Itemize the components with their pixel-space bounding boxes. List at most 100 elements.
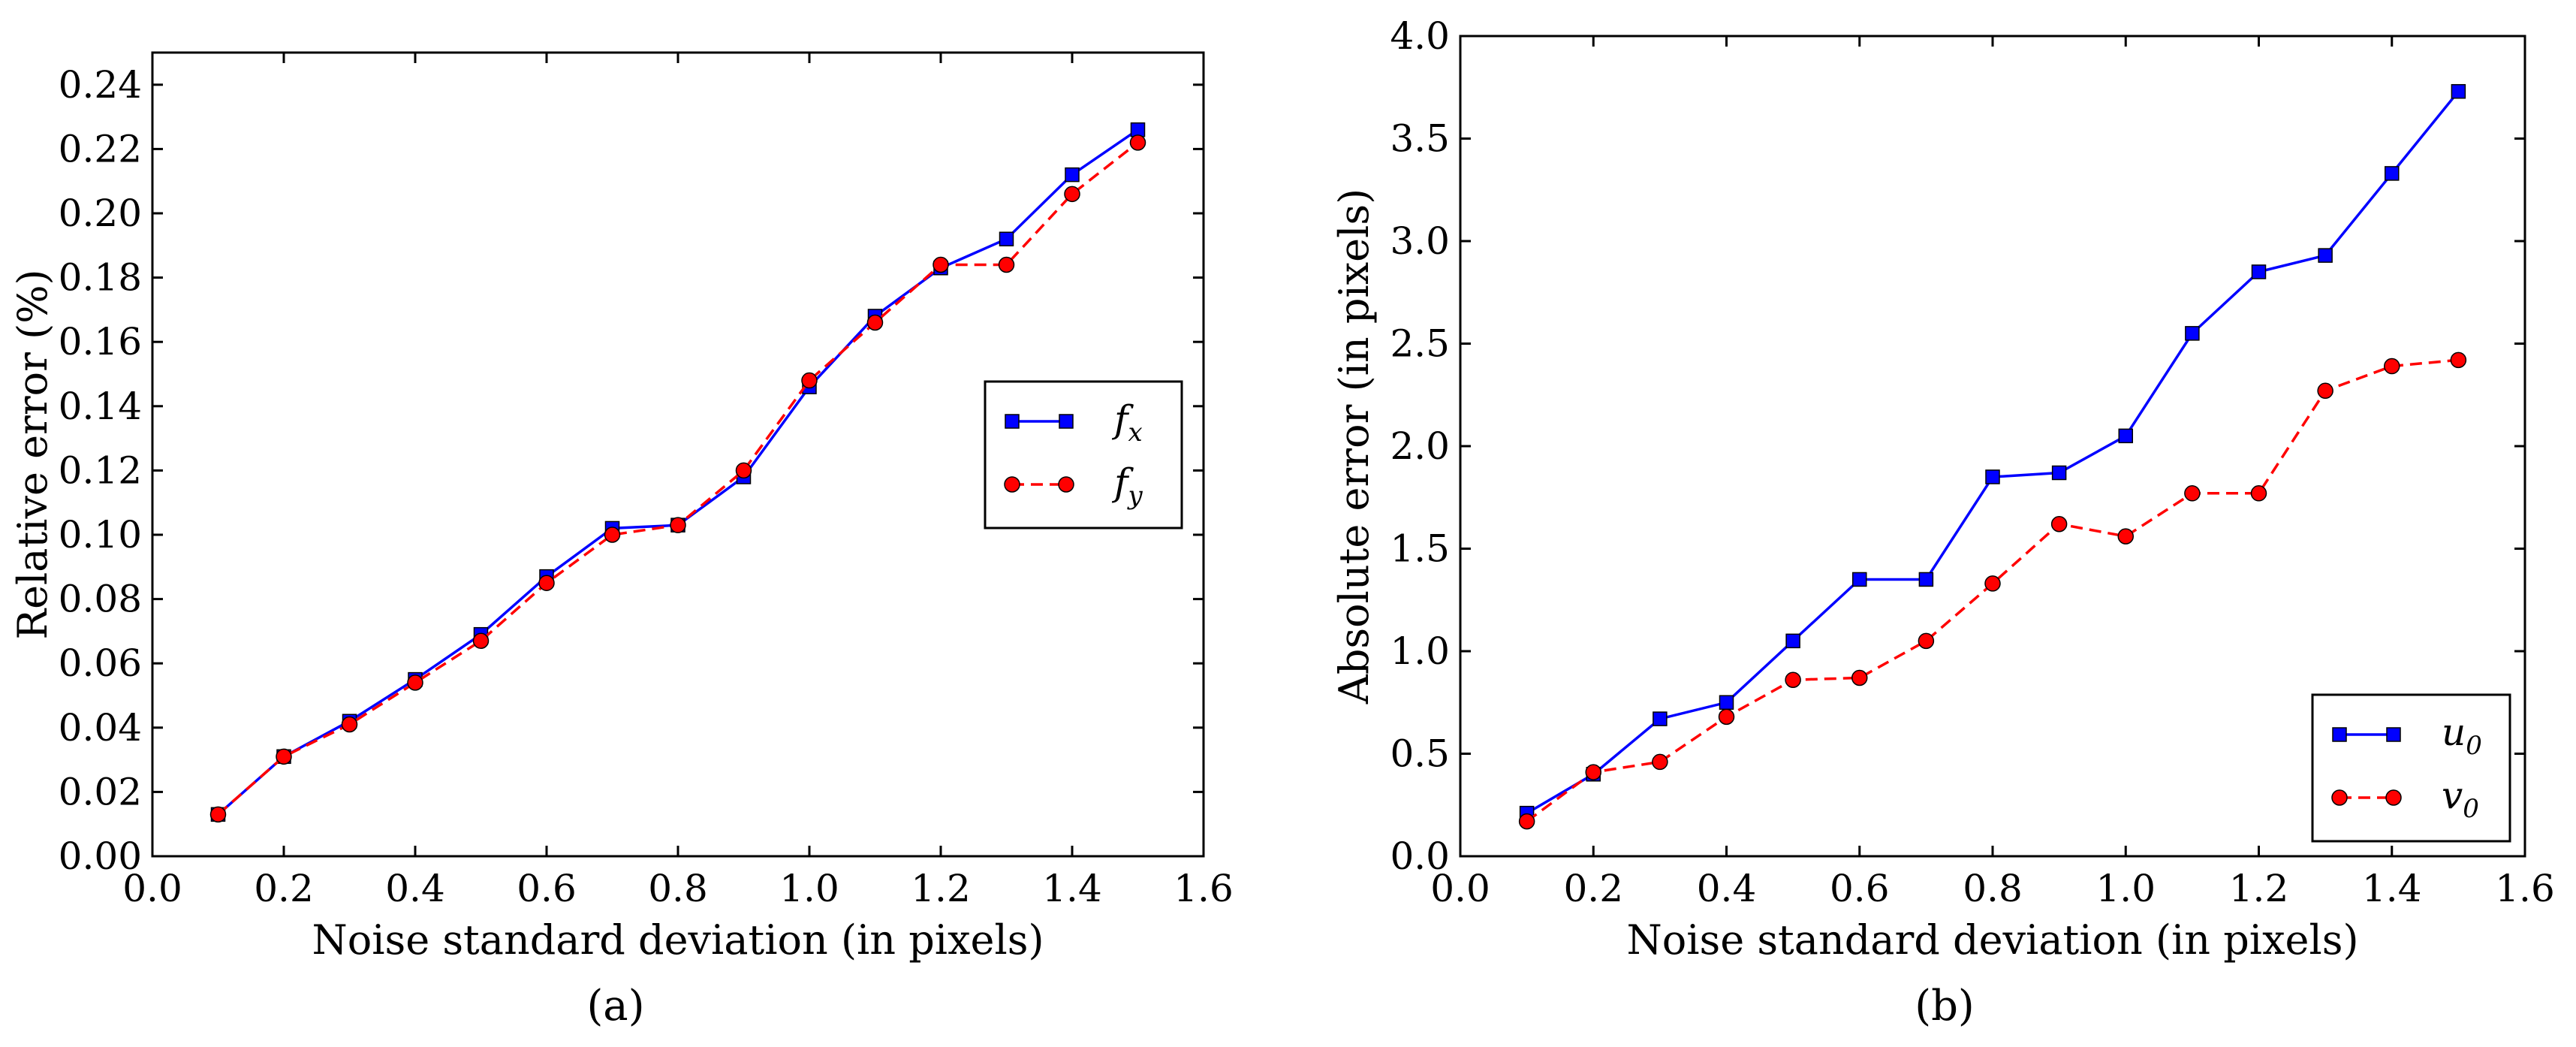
chart-a-series-f_y bbox=[209, 134, 1146, 823]
chart-a-x-tick-label: 0.6 bbox=[517, 867, 577, 910]
chart-a-y-tick-label: 0.22 bbox=[59, 127, 142, 170]
chart-b-legend-label-subscript: 0 bbox=[2466, 731, 2482, 761]
chart-b-x-tick-label: 1.6 bbox=[2495, 867, 2555, 910]
chart-b-point-v_0 bbox=[1984, 575, 2001, 592]
chart-b-x-axis-label: Noise standard deviation (in pixels) bbox=[1626, 916, 2358, 964]
chart-b-point-v_0 bbox=[2384, 358, 2400, 375]
chart-b-point-v_0 bbox=[1518, 813, 1535, 830]
chart-b-y-tick-label: 2.5 bbox=[1390, 322, 1450, 366]
chart-a-y-tick-label: 0.08 bbox=[59, 578, 142, 621]
chart-b-caption: (b) bbox=[1915, 982, 1975, 1030]
chart-b-x-tick-label: 0.8 bbox=[1963, 867, 2023, 910]
chart-b-legend-label-subscript: 0 bbox=[2463, 794, 2479, 824]
chart-b-point-u_0 bbox=[2118, 428, 2133, 444]
chart-a-point-f_y bbox=[801, 372, 818, 389]
chart-a-x-tick-label: 0.4 bbox=[385, 867, 445, 910]
chart-b-point-u_0 bbox=[1852, 572, 1867, 587]
chart-b-point-v_0 bbox=[1785, 671, 1801, 688]
chart-b-point-u_0 bbox=[2251, 264, 2267, 279]
chart-b-series-u_0 bbox=[1519, 83, 2466, 821]
chart-b-point-v_0 bbox=[2317, 382, 2333, 400]
chart-b-point-u_0 bbox=[2318, 248, 2333, 263]
chart-a-x-axis-label: Noise standard deviation (in pixels) bbox=[312, 916, 1044, 964]
chart-b-x-ticks: 0.0 0.2 0.4 0.6 0.8 1.0 1.2 1.4 1.6 bbox=[1430, 36, 2555, 910]
chart-a-point-f_y bbox=[1129, 134, 1146, 151]
chart-b-x-tick-label: 1.2 bbox=[2229, 867, 2289, 910]
chart-a-point-f_y bbox=[538, 575, 555, 591]
chart-a-legend-marker-f_x bbox=[1005, 414, 1020, 429]
chart-a-legend-marker-f_y bbox=[1004, 476, 1020, 493]
chart-b-x-tick-label: 1.4 bbox=[2362, 867, 2422, 910]
chart-b-x-tick-label: 0.4 bbox=[1697, 867, 1757, 910]
chart-a-y-tick-label: 0.00 bbox=[59, 834, 142, 878]
chart-a-relative-error: 0.0 0.2 0.4 0.6 0.8 1.0 1.2 1.4 1.6 0.00 0.02 0.04… bbox=[9, 51, 1234, 1030]
chart-b-point-v_0 bbox=[2250, 485, 2267, 502]
chart-a-legend-marker-f_x bbox=[1059, 414, 1074, 429]
chart-b-x-tick-label: 1.0 bbox=[2095, 867, 2156, 910]
chart-a-y-tick-label: 0.04 bbox=[59, 706, 142, 750]
chart-b-legend-box bbox=[2311, 693, 2511, 843]
chart-a-y-tick-label: 0.14 bbox=[59, 385, 142, 428]
chart-b-point-u_0 bbox=[1653, 711, 1668, 726]
chart-a-legend-label-subscript: y bbox=[1127, 481, 1143, 511]
chart-b-point-v_0 bbox=[2450, 352, 2467, 369]
chart-b-y-tick-label: 0.5 bbox=[1390, 732, 1450, 776]
chart-a-point-f_y bbox=[407, 674, 423, 691]
chart-a-point-f_x bbox=[999, 231, 1014, 246]
chart-a-x-tick-label: 1.2 bbox=[911, 867, 971, 910]
chart-a-point-f_y bbox=[998, 256, 1015, 273]
chart-b-legend-label-v_0: v0 bbox=[2442, 774, 2479, 824]
chart-b-point-u_0 bbox=[2385, 166, 2400, 181]
chart-a-point-f_y bbox=[209, 806, 227, 823]
chart-b-y-ticks: 0.0 0.5 1.0 1.5 2.0 2.5 3.0 3.5 4.0 bbox=[1390, 14, 2525, 878]
chart-a-y-axis-label: Relative error (%) bbox=[9, 269, 56, 639]
chart-a-point-f_y bbox=[866, 314, 884, 331]
chart-b-absolute-error: 0.0 0.2 0.4 0.6 0.8 1.0 1.2 1.4 1.6 0.0 0.5 1.0 1.5… bbox=[1330, 14, 2555, 1030]
chart-b-y-tick-label: 2.0 bbox=[1390, 424, 1450, 468]
chart-a-y-tick-label: 0.02 bbox=[59, 770, 142, 813]
chart-b-x-tick-label: 0.6 bbox=[1830, 867, 1890, 910]
chart-a-series bbox=[209, 122, 1146, 823]
chart-a-point-f_y bbox=[276, 748, 292, 765]
chart-a-point-f_y bbox=[472, 632, 490, 649]
chart-b-y-tick-label: 1.5 bbox=[1390, 527, 1450, 571]
chart-a-y-tick-label: 0.18 bbox=[59, 256, 142, 300]
chart-b-point-v_0 bbox=[1718, 708, 1735, 726]
chart-b-point-u_0 bbox=[2451, 83, 2466, 99]
chart-b-point-u_0 bbox=[2185, 326, 2200, 341]
chart-b-legend-label-base: v bbox=[2442, 774, 2463, 817]
chart-a-y-tick-label: 0.16 bbox=[59, 320, 142, 364]
chart-a-legend-label-subscript: x bbox=[1128, 418, 1143, 448]
chart-a-x-tick-label: 1.0 bbox=[779, 867, 839, 910]
chart-b-y-tick-label: 4.0 bbox=[1390, 14, 1450, 58]
chart-b-point-v_0 bbox=[2050, 515, 2068, 533]
chart-a-legend-box bbox=[984, 380, 1183, 530]
chart-b-legend-marker-v_0 bbox=[2331, 789, 2348, 806]
chart-b-legend-label-base: u bbox=[2442, 711, 2466, 754]
chart-a-point-f_y bbox=[341, 716, 358, 733]
chart-b-point-u_0 bbox=[1985, 469, 2000, 484]
chart-b-point-v_0 bbox=[1652, 753, 1668, 771]
chart-a-y-tick-label: 0.12 bbox=[59, 448, 142, 492]
chart-b-legend-label-u_0: u0 bbox=[2442, 711, 2482, 761]
chart-a-y-tick-label: 0.20 bbox=[59, 192, 142, 235]
chart-a-point-f_x bbox=[1065, 167, 1080, 183]
chart-b-x-tick-label: 0.2 bbox=[1563, 867, 1623, 910]
chart-b-y-tick-label: 3.5 bbox=[1390, 117, 1450, 161]
chart-b-legend-marker-v_0 bbox=[2385, 789, 2402, 806]
chart-b-legend-marker-u_0 bbox=[2332, 727, 2347, 742]
chart-a-point-f_y bbox=[670, 517, 686, 533]
chart-a-x-tick-label: 1.6 bbox=[1174, 867, 1234, 910]
chart-b-point-u_0 bbox=[2051, 465, 2067, 481]
chart-a-caption: (a) bbox=[586, 982, 644, 1030]
chart-a-x-tick-label: 1.4 bbox=[1042, 867, 1102, 910]
chart-b-y-tick-label: 3.0 bbox=[1390, 219, 1450, 263]
chart-b-point-v_0 bbox=[1918, 632, 1935, 650]
chart-b-point-u_0 bbox=[1719, 695, 1734, 710]
chart-a-point-f_y bbox=[735, 462, 752, 479]
chart-b-y-tick-label: 1.0 bbox=[1390, 629, 1450, 673]
chart-b-y-axis-label: Absolute error (in pixels) bbox=[1330, 189, 1378, 705]
chart-a-y-tick-label: 0.06 bbox=[59, 641, 142, 685]
chart-a-point-f_y bbox=[604, 527, 621, 543]
